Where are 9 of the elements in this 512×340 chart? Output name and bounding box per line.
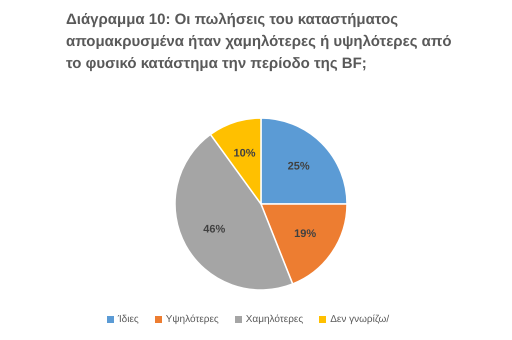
data-label: 19% (294, 228, 316, 240)
legend-label: Ίδιες (116, 314, 139, 325)
legend-label: Υψηλότερες (164, 314, 219, 325)
chart-title: Διάγραμμα 10: Οι πωλήσεις του καταστήματος απομακρυσμένα ήταν χαμηλότερες ή υψηλότερες από το φυσικό κατάστημα την περίοδο της BF; (66, 10, 453, 74)
data-label: 10% (234, 147, 256, 160)
data-label: 46% (203, 224, 226, 236)
legend-label: Χαμηλότερες (244, 314, 304, 325)
data-label: 25% (288, 160, 310, 172)
legend-label: Δεν γνωρίζω/ (329, 314, 390, 325)
